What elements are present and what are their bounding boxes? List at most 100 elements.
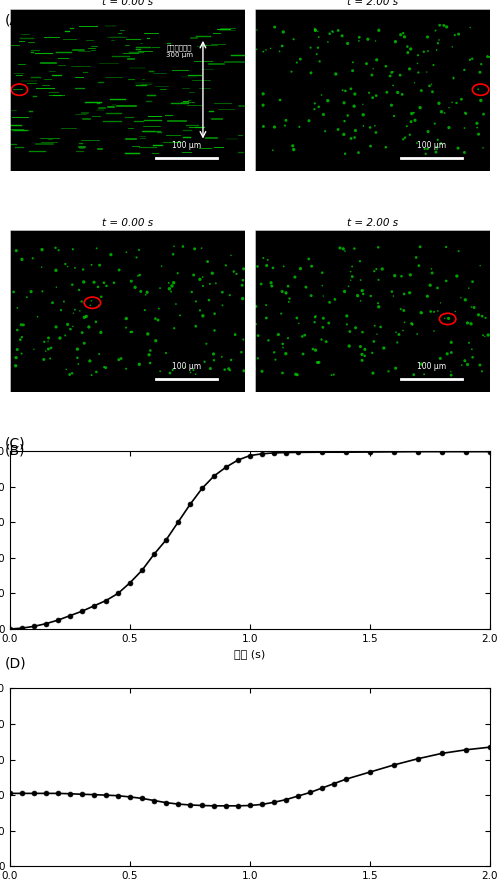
Point (280, 259, 287, 273)
Point (462, 107, 470, 121)
Point (468, 342, 476, 356)
Point (334, 23, 342, 37)
Point (277, 307, 285, 321)
Point (324, 94, 332, 108)
Point (394, 86, 402, 100)
Point (206, 277, 214, 291)
Text: 100 μm: 100 μm (416, 141, 446, 149)
Point (230, 264, 238, 278)
Point (268, 279, 276, 293)
Point (450, 72, 458, 86)
Point (78, 325, 86, 339)
Point (356, 30, 364, 44)
Point (231, 328, 239, 342)
Point (428, 77, 436, 91)
Point (62, 257, 70, 271)
Point (168, 363, 176, 377)
Point (122, 245, 130, 259)
Point (324, 34, 332, 49)
Point (383, 85, 391, 99)
Point (254, 329, 262, 343)
Point (315, 30, 323, 44)
Title: t = 0.00 s: t = 0.00 s (102, 217, 153, 228)
Point (370, 62, 378, 76)
Point (356, 339, 364, 354)
Point (432, 140, 440, 154)
Point (360, 349, 368, 363)
Point (440, 311, 448, 325)
Point (399, 27, 407, 41)
Point (38, 242, 46, 256)
Point (340, 95, 348, 110)
Point (288, 139, 296, 153)
Point (298, 330, 306, 344)
Point (69, 319, 77, 333)
Point (478, 364, 486, 378)
Point (88, 258, 96, 272)
Point (426, 304, 434, 318)
Point (356, 293, 364, 308)
Point (426, 79, 434, 93)
Point (90, 275, 98, 289)
Point (74, 357, 82, 371)
Point (52, 280, 60, 294)
Point (232, 267, 240, 281)
Point (350, 241, 358, 255)
Point (260, 251, 268, 265)
Point (328, 24, 336, 38)
Point (424, 141, 432, 156)
Point (351, 87, 359, 101)
Point (407, 115, 415, 129)
Point (458, 92, 466, 106)
Text: (D): (D) (5, 657, 26, 671)
Point (316, 54, 324, 68)
Point (186, 365, 194, 379)
Point (88, 293, 96, 308)
Point (18, 330, 26, 344)
Point (296, 119, 304, 133)
Point (170, 276, 177, 290)
Point (474, 308, 482, 322)
Point (199, 309, 207, 323)
Point (434, 36, 442, 50)
Text: 100 μm: 100 μm (172, 362, 201, 370)
Point (294, 368, 302, 382)
Point (86, 354, 94, 368)
Point (447, 335, 455, 349)
Point (80, 310, 88, 324)
Point (380, 341, 388, 355)
Point (284, 332, 292, 346)
Point (465, 281, 473, 295)
Point (190, 242, 198, 256)
Point (12, 351, 20, 365)
Point (480, 107, 488, 121)
Point (447, 368, 455, 382)
Point (315, 355, 323, 370)
Point (66, 368, 74, 382)
Point (332, 67, 340, 81)
Point (165, 276, 173, 290)
Point (172, 297, 180, 311)
Point (432, 145, 440, 159)
Point (394, 335, 402, 349)
Point (436, 296, 444, 310)
Point (292, 367, 300, 381)
Point (389, 65, 397, 79)
Point (426, 278, 434, 293)
Point (470, 301, 478, 315)
Point (384, 364, 392, 378)
Point (102, 361, 110, 375)
Point (390, 109, 398, 123)
Point (52, 240, 60, 255)
Text: (C): (C) (5, 437, 25, 451)
Point (196, 303, 204, 317)
Point (410, 368, 418, 382)
Point (431, 117, 439, 131)
Point (276, 93, 284, 107)
Point (222, 258, 230, 272)
Point (398, 88, 406, 102)
Point (278, 366, 286, 380)
Point (437, 136, 445, 150)
Point (18, 347, 25, 361)
Point (12, 359, 20, 373)
